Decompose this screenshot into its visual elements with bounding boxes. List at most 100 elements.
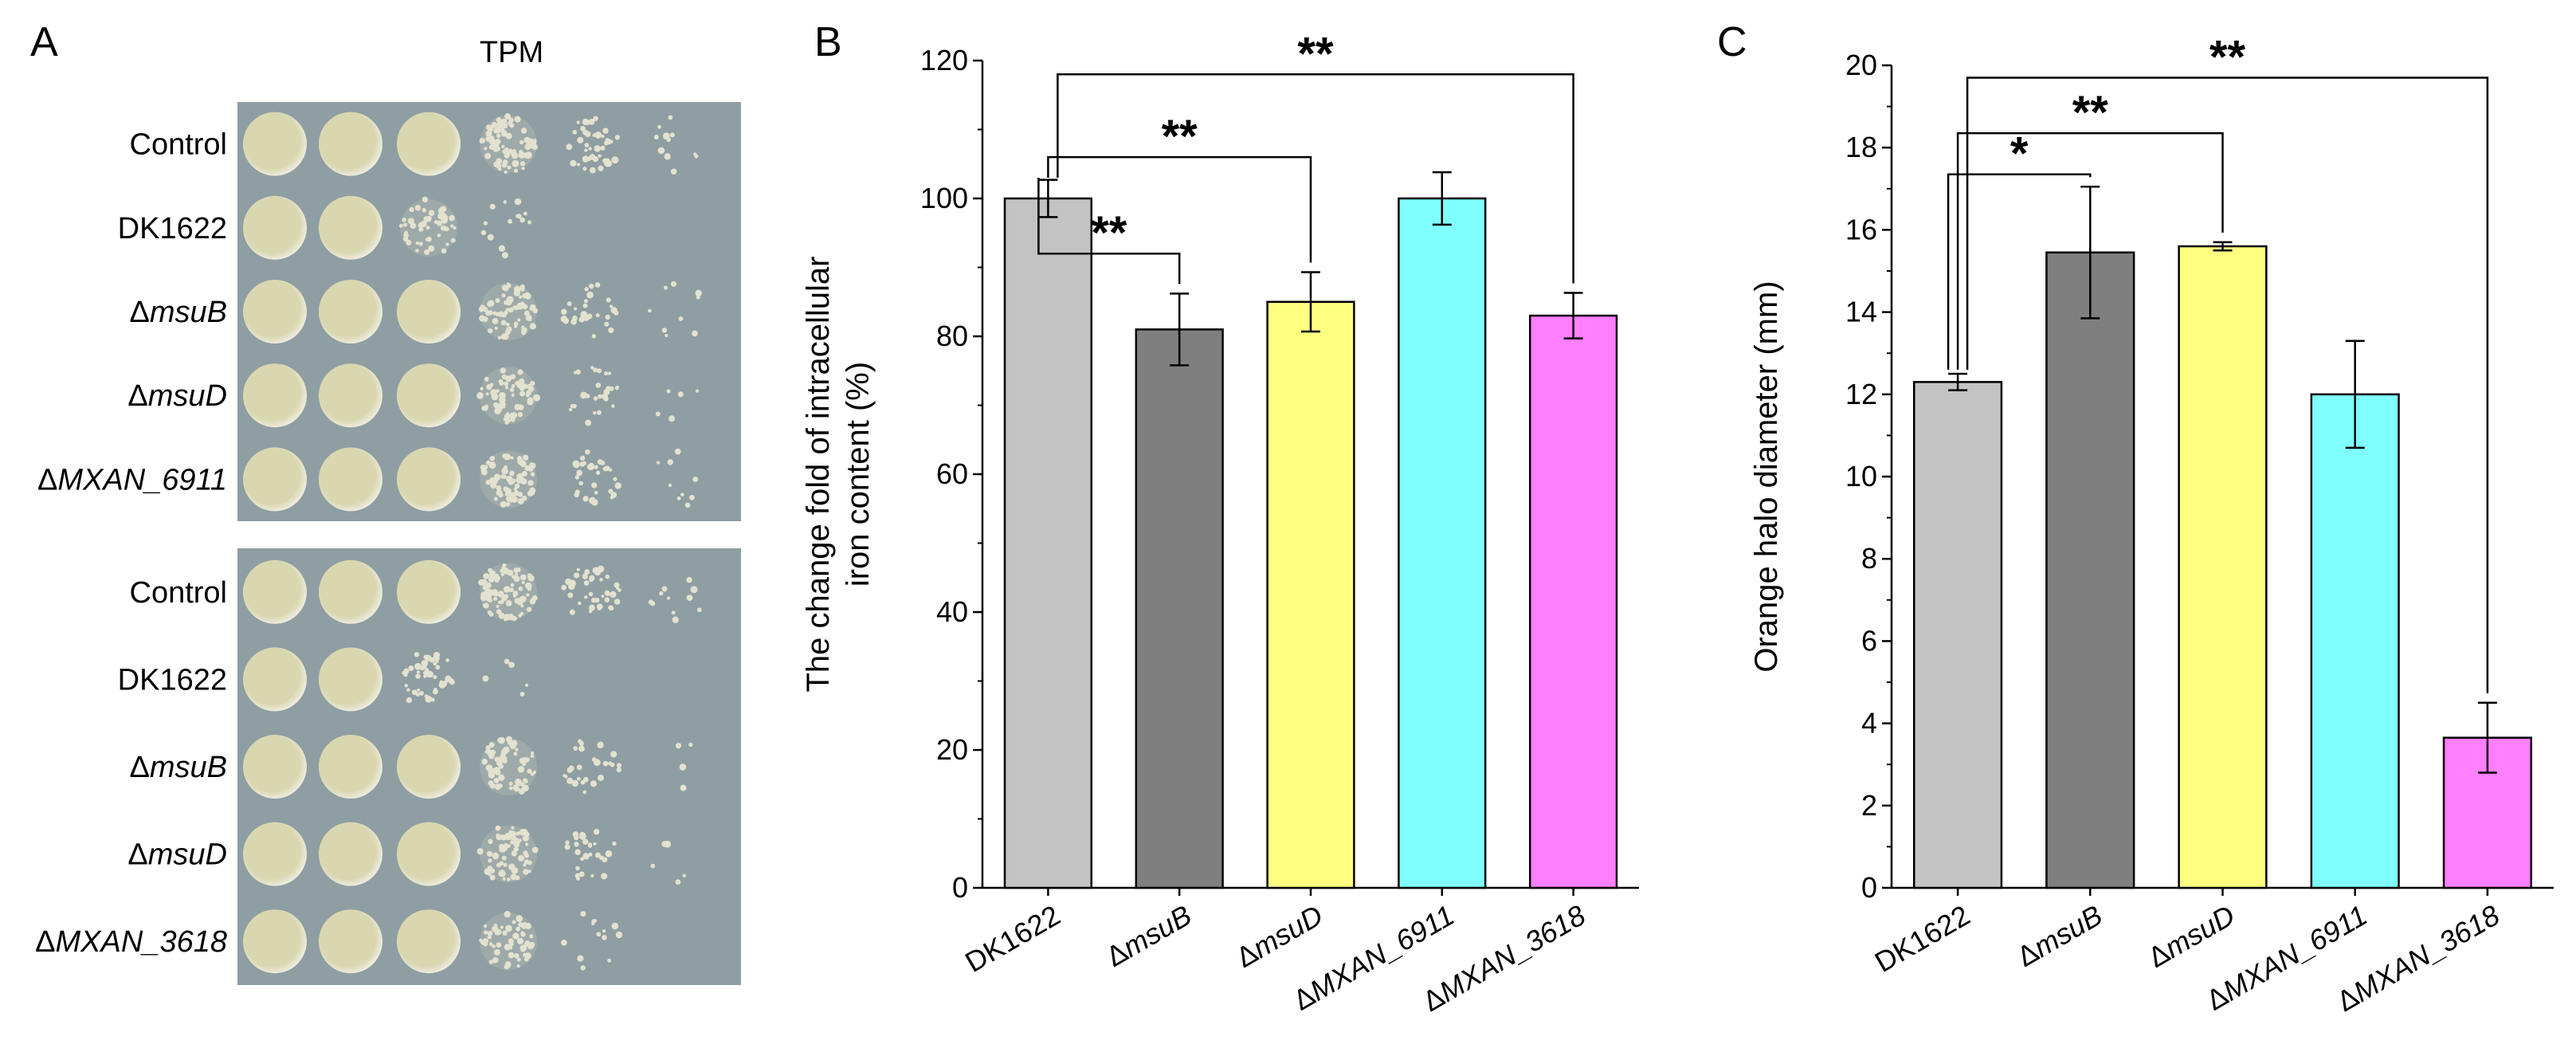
label-name: msuD [1247,898,1328,964]
y-tick-label: 120 [920,44,968,77]
strain-label: ΔmsuD [127,379,227,413]
strain-label: Control [130,576,228,610]
colony-spot [243,195,307,260]
strain-label: ΔmsuB [129,296,227,329]
label-name: MXAN_3618 [1433,898,1590,1008]
colony-spot [397,909,461,974]
colony-spot [479,911,537,971]
colony-spot [564,828,617,881]
strain-label: ΔMXAN_6911 [37,463,227,497]
colony-spot [480,198,532,259]
colony-spot [478,282,539,340]
colony-spot [319,112,382,176]
y-tick-label: 16 [1845,213,1877,245]
colony-spot [650,840,686,885]
y-tick-label: 100 [920,182,968,214]
y-tick-label: 0 [1861,871,1877,904]
x-tick-label: ΔmsuD [1230,898,1328,974]
bar [1528,314,1618,889]
colony-spot [648,577,702,623]
error-bar [2345,340,2365,449]
bar [2178,245,2268,889]
colony-spot [563,739,622,795]
bar [1003,197,1093,889]
colony-spot [319,195,382,260]
label-name: msuD [148,838,227,872]
significance-label: ** [1297,28,1334,80]
x-tick-label: ΔmsuD [2143,898,2241,974]
colony-spot [319,363,382,428]
y-tick-label: 4 [1861,707,1877,740]
y-axis-label: The change fold of intracellular [801,257,836,693]
bar [1266,300,1355,889]
y-tick-label: 10 [1845,460,1877,493]
colony-spot [648,281,702,338]
error-bar [1038,179,1058,218]
y-tick-label: 2 [1861,789,1877,822]
colony-spot [402,651,455,704]
x-tick-label: DK1622 [959,898,1065,979]
colony-spot [243,447,307,512]
colony-spot [560,911,623,971]
label-prefix: Δ [129,296,149,329]
colony-spot [656,448,699,508]
colony-spot [243,909,307,974]
error-bar [1170,292,1190,367]
colony-spot [479,113,539,175]
error-bar [2477,701,2497,774]
y-tick-label: 14 [1845,296,1877,328]
y-tick-label: 8 [1861,542,1877,575]
colony-spot [397,822,461,886]
colony-spot [561,565,621,615]
significance-bracket: ** [1966,31,2489,693]
y-tick-label: 0 [952,871,968,904]
colony-spot [319,647,382,712]
significance-bracket: * [1947,128,2092,370]
label-name: msuB [150,751,227,784]
strain-label: DK1622 [118,212,227,245]
label-prefix: Δ [127,379,147,413]
significance-label: ** [2072,87,2109,139]
colony-spot [319,447,382,512]
label-name: DK1622 [118,663,227,697]
colony-spot [243,363,307,428]
strain-label: ΔmsuB [129,751,227,784]
significance-label: ** [2209,31,2246,83]
panel-a-plates: ControlDK1622ΔmsuBΔmsuDΔMXAN_6911Control… [35,102,741,985]
y-axis-label: Orange halo diameter (mm) [1749,281,1784,672]
label-name: Control [130,128,228,162]
y-tick-label: 20 [1845,49,1877,81]
y-tick-label: 60 [936,457,968,490]
bar [1135,328,1224,889]
error-bar [1563,292,1583,340]
panel-c-letter: C [1717,19,1747,65]
y-tick-label: 80 [936,320,968,352]
panel-a-letter: A [30,19,58,65]
error-bar [1301,271,1320,333]
panel-b-letter: B [814,19,842,65]
label-prefix: Δ [35,925,55,959]
colony-spot [397,112,461,176]
strain-label: ΔmsuD [127,838,227,872]
label-name: DK1622 [1869,898,1975,979]
bar [2310,393,2400,889]
label-prefix: Δ [37,463,57,497]
colony-spot [397,735,461,799]
y-tick-label: 18 [1845,131,1877,163]
colony-spot [243,647,307,712]
error-bar [2080,185,2100,320]
colony-spot [653,115,699,175]
colony-spot [476,825,539,883]
colony-spot [243,559,307,624]
significance-bracket: ** [1956,87,2224,370]
x-tick-label: ΔmsuB [1100,898,1197,973]
significance-bracket: ** [1047,111,1312,263]
colony-spot [319,735,382,799]
colony-spot [243,112,307,176]
x-tick-label: DK1622 [1869,898,1975,979]
label-name: msuB [150,296,227,329]
colony-spot [655,389,700,422]
significance-label: ** [1091,207,1127,259]
colony-spot [398,196,457,257]
